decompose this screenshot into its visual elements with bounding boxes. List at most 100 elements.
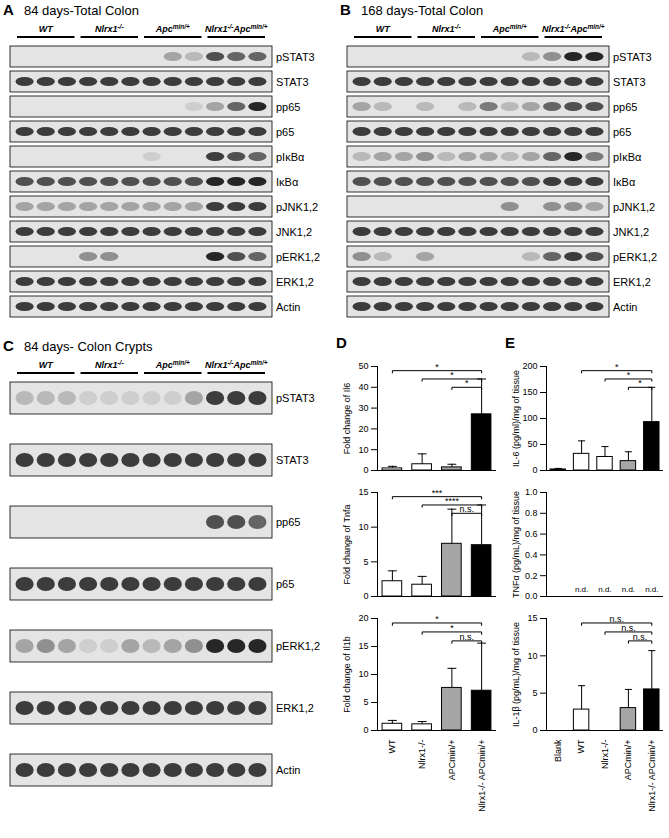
- svg-text:pSTAT3: pSTAT3: [613, 51, 652, 63]
- svg-text:Fold change of Il1b: Fold change of Il1b: [342, 636, 352, 713]
- svg-text:STAT3: STAT3: [613, 76, 646, 88]
- svg-text:15: 15: [358, 641, 368, 651]
- svg-text:pERK1,2: pERK1,2: [276, 251, 320, 263]
- svg-text:B: B: [340, 1, 351, 18]
- svg-text:Fold change of Tnfa: Fold change of Tnfa: [342, 505, 352, 585]
- svg-text:pSTAT3: pSTAT3: [276, 392, 315, 404]
- svg-text:Actin: Actin: [276, 764, 300, 776]
- svg-text:20: 20: [358, 613, 368, 623]
- svg-text:TNFα (pg/mL)/mg of tissue: TNFα (pg/mL)/mg of tissue: [511, 491, 521, 598]
- svg-text:15: 15: [358, 487, 368, 497]
- svg-text:n.d.: n.d.: [575, 585, 588, 594]
- svg-text:pERK1,2: pERK1,2: [613, 251, 657, 263]
- svg-text:STAT3: STAT3: [276, 76, 309, 88]
- svg-text:30: 30: [358, 403, 368, 413]
- svg-text:n.s.: n.s.: [459, 504, 474, 514]
- svg-text:pSTAT3: pSTAT3: [276, 51, 315, 63]
- svg-text:WT: WT: [39, 360, 54, 370]
- svg-text:WT: WT: [376, 24, 391, 34]
- svg-text:Actin: Actin: [613, 301, 637, 313]
- svg-text:*: *: [450, 370, 454, 380]
- svg-text:10: 10: [358, 522, 368, 532]
- svg-text:0: 0: [363, 591, 368, 601]
- svg-text:0.6: 0.6: [525, 529, 538, 539]
- svg-text:5: 5: [363, 697, 368, 707]
- svg-text:IκBα: IκBα: [613, 176, 636, 188]
- svg-text:0.0: 0.0: [525, 591, 538, 601]
- svg-text:WT: WT: [387, 739, 397, 753]
- svg-text:pERK1,2: pERK1,2: [276, 640, 320, 652]
- svg-text:168 days-Total Colon: 168 days-Total Colon: [361, 3, 483, 18]
- svg-text:50: 50: [358, 361, 368, 371]
- svg-text:APCmin/+: APCmin/+: [447, 740, 457, 781]
- svg-text:Nlrx1-/- APCmin/+: Nlrx1-/- APCmin/+: [647, 740, 657, 812]
- svg-text:JNK1,2: JNK1,2: [276, 226, 312, 238]
- svg-text:5: 5: [363, 557, 368, 567]
- svg-text:*: *: [615, 362, 619, 372]
- svg-text:100: 100: [522, 413, 537, 423]
- svg-text:Fold change of Il6: Fold change of Il6: [342, 383, 352, 455]
- svg-text:Nlrx1-/-: Nlrx1-/-: [432, 23, 461, 34]
- svg-text:20: 20: [358, 424, 368, 434]
- svg-text:0: 0: [532, 465, 537, 475]
- svg-text:Blank: Blank: [553, 739, 563, 762]
- svg-text:A: A: [3, 1, 14, 18]
- svg-text:Nlrx1-/-Apcmin/+: Nlrx1-/-Apcmin/+: [205, 23, 268, 34]
- svg-text:Nlrx1-/- APCmin/+: Nlrx1-/- APCmin/+: [477, 740, 487, 812]
- svg-text:50: 50: [527, 439, 537, 449]
- svg-text:pp65: pp65: [276, 101, 300, 113]
- svg-text:Nlrx1-/-: Nlrx1-/-: [95, 359, 124, 370]
- svg-text:JNK1,2: JNK1,2: [613, 226, 649, 238]
- svg-text:pp65: pp65: [276, 516, 300, 528]
- svg-text:pp65: pp65: [613, 101, 637, 113]
- svg-text:n.d.: n.d.: [598, 585, 611, 594]
- svg-text:***: ***: [432, 488, 443, 498]
- svg-text:Nlrx1-/-Apcmin/+: Nlrx1-/-Apcmin/+: [542, 23, 605, 34]
- svg-text:0.8: 0.8: [525, 508, 538, 518]
- svg-text:*: *: [638, 378, 642, 388]
- svg-text:10: 10: [358, 669, 368, 679]
- svg-text:WT: WT: [39, 24, 54, 34]
- svg-text:5: 5: [532, 688, 537, 698]
- svg-text:150: 150: [522, 387, 537, 397]
- svg-text:10: 10: [358, 445, 368, 455]
- svg-text:40: 40: [358, 382, 368, 392]
- svg-text:84 days- Colon Crypts: 84 days- Colon Crypts: [24, 339, 153, 354]
- svg-text:*: *: [627, 370, 631, 380]
- svg-text:p65: p65: [613, 126, 631, 138]
- svg-text:n.s.: n.s.: [459, 632, 474, 642]
- svg-text:0: 0: [363, 465, 368, 475]
- svg-text:IκBα: IκBα: [276, 176, 299, 188]
- svg-text:Nlrx1-/-: Nlrx1-/-: [417, 740, 427, 770]
- svg-text:p65: p65: [276, 578, 294, 590]
- svg-text:n.d.: n.d.: [622, 585, 635, 594]
- svg-text:APCmin/+: APCmin/+: [623, 740, 633, 781]
- svg-text:pIκBα: pIκBα: [613, 151, 642, 163]
- svg-text:*: *: [435, 362, 439, 372]
- svg-text:Nlrx1-/-: Nlrx1-/-: [600, 740, 610, 770]
- svg-text:WT: WT: [576, 739, 586, 753]
- svg-text:*: *: [465, 378, 469, 388]
- svg-text:Apcmin/+: Apcmin/+: [155, 23, 190, 34]
- svg-text:IL-1β (pg/mL)/mg of tissue: IL-1β (pg/mL)/mg of tissue: [511, 622, 521, 727]
- svg-text:*: *: [450, 623, 454, 633]
- svg-text:****: ****: [445, 496, 460, 506]
- svg-text:Nlrx1-/-Apcmin/+: Nlrx1-/-Apcmin/+: [205, 359, 268, 370]
- svg-text:p65: p65: [276, 126, 294, 138]
- svg-text:Actin: Actin: [276, 301, 300, 313]
- svg-text:0.2: 0.2: [525, 571, 538, 581]
- svg-text:Apcmin/+: Apcmin/+: [155, 359, 190, 370]
- svg-text:ERK1,2: ERK1,2: [613, 276, 651, 288]
- svg-text:pJNK1,2: pJNK1,2: [613, 201, 655, 213]
- svg-text:1.0: 1.0: [525, 487, 538, 497]
- svg-text:IL-6 (pg/ml)/mg of tissue: IL-6 (pg/ml)/mg of tissue: [511, 370, 521, 467]
- svg-text:0.4: 0.4: [525, 550, 538, 560]
- svg-text:15: 15: [527, 613, 537, 623]
- svg-text:pJNK1,2: pJNK1,2: [276, 201, 318, 213]
- svg-text:*: *: [435, 614, 439, 624]
- svg-text:Nlrx1-/-: Nlrx1-/-: [95, 23, 124, 34]
- svg-text:C: C: [3, 337, 14, 354]
- svg-text:Apcmin/+: Apcmin/+: [492, 23, 527, 34]
- svg-text:pIκBα: pIκBα: [276, 151, 305, 163]
- svg-text:0: 0: [363, 725, 368, 735]
